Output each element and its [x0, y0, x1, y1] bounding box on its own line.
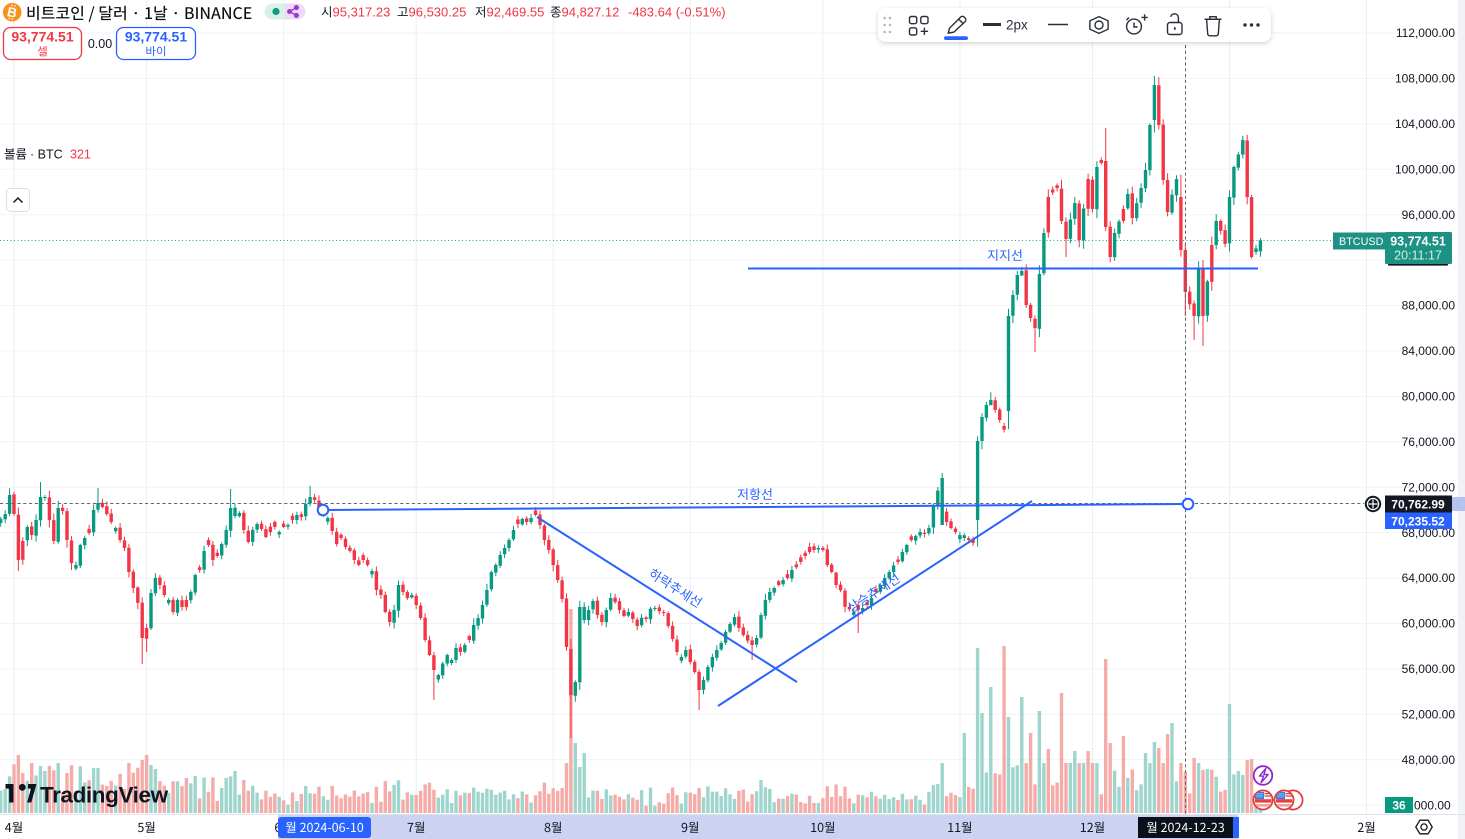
svg-text:56,000.00: 56,000.00: [1402, 662, 1456, 676]
svg-text:80,000.00: 80,000.00: [1402, 390, 1456, 404]
svg-text:95,317.23: 95,317.23: [333, 5, 391, 20]
svg-text:TradingView: TradingView: [40, 783, 169, 808]
svg-text:70,235.52: 70,235.52: [1391, 515, 1445, 529]
svg-text:2px: 2px: [1006, 18, 1028, 33]
svg-text:93,774.51: 93,774.51: [125, 29, 187, 45]
svg-text:60,000.00: 60,000.00: [1402, 617, 1456, 631]
svg-text:68,000.00: 68,000.00: [1402, 526, 1456, 540]
svg-text:B: B: [6, 4, 19, 21]
svg-text:-483.64 (-0.51%): -483.64 (-0.51%): [628, 5, 726, 20]
svg-text:64,000.00: 64,000.00: [1402, 571, 1456, 585]
svg-text:100,000.00: 100,000.00: [1395, 163, 1455, 177]
svg-text:321: 321: [70, 148, 91, 162]
svg-text:108,000.00: 108,000.00: [1395, 72, 1455, 86]
svg-text:112,000.00: 112,000.00: [1396, 26, 1455, 40]
svg-text:36: 36: [1392, 799, 1406, 813]
svg-text:93,774.51: 93,774.51: [1390, 235, 1446, 249]
svg-text:72,000.00: 72,000.00: [1402, 480, 1456, 494]
svg-text:96,000.00: 96,000.00: [1402, 208, 1456, 222]
svg-text:104,000.00: 104,000.00: [1395, 117, 1455, 131]
svg-text:93,774.51: 93,774.51: [11, 29, 73, 45]
svg-text:76,000.00: 76,000.00: [1402, 435, 1456, 449]
svg-text:70,762.99: 70,762.99: [1391, 498, 1445, 512]
svg-text:20:11:17: 20:11:17: [1394, 249, 1442, 263]
svg-text:BTCUSD: BTCUSD: [1339, 236, 1384, 248]
svg-text:84,000.00: 84,000.00: [1402, 344, 1456, 358]
svg-text:94,827.12: 94,827.12: [562, 5, 620, 20]
svg-text:52,000.00: 52,000.00: [1402, 708, 1456, 722]
svg-text:88,000.00: 88,000.00: [1402, 299, 1456, 313]
svg-text:· BTC: · BTC: [30, 148, 63, 162]
svg-text:0.00: 0.00: [88, 37, 112, 51]
svg-text:92,469.55: 92,469.55: [487, 5, 545, 20]
svg-text:48,000.00: 48,000.00: [1402, 753, 1456, 767]
svg-text:000.00: 000.00: [1414, 798, 1451, 812]
svg-text:96,530.25: 96,530.25: [409, 5, 467, 20]
